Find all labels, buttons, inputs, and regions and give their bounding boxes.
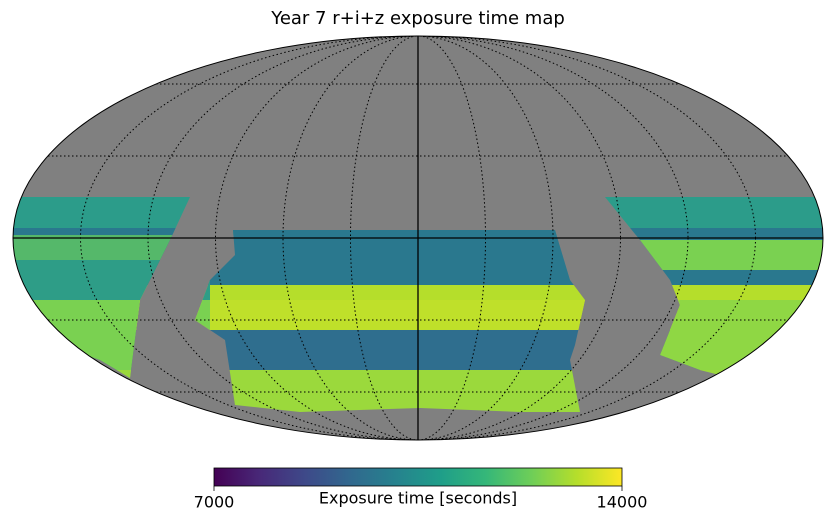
map-border xyxy=(12,35,824,441)
colorbar-tick-label: 7000 xyxy=(194,493,235,512)
title: Year 7 r+i+z exposure time map xyxy=(270,8,565,29)
colorbar-tick-label: 14000 xyxy=(597,493,648,512)
colorbar-label: Exposure time [seconds] xyxy=(319,489,517,508)
sky-map xyxy=(13,36,823,440)
colorbar xyxy=(213,467,623,487)
